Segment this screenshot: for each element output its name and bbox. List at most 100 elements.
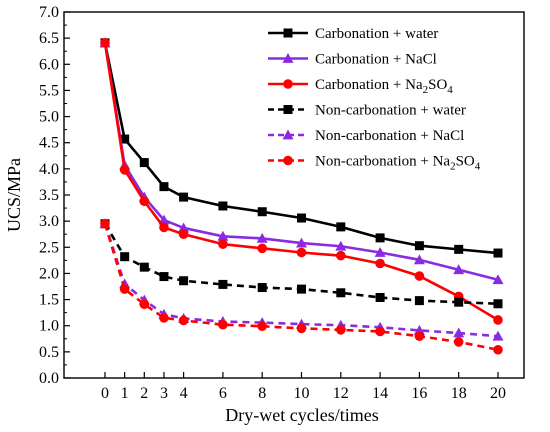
legend-entry-2: Carbonation + NaCl	[268, 52, 437, 68]
data-point	[139, 262, 149, 272]
data-point	[159, 222, 169, 233]
y-tick-label: 0.0	[39, 370, 59, 387]
data-point	[100, 218, 110, 229]
legend-label-text: Non-carbonation + Na	[315, 154, 450, 170]
data-point	[139, 158, 149, 168]
data-point	[179, 276, 189, 286]
x-tick-label: 18	[451, 385, 467, 402]
series-4	[100, 219, 503, 309]
legend-label-subscript: 2	[450, 161, 456, 173]
x-tick-label: 6	[219, 385, 227, 402]
data-point	[493, 315, 503, 325]
y-tick-label: 0.5	[39, 344, 59, 361]
data-point	[218, 279, 228, 289]
data-point	[120, 252, 130, 262]
legend-entry-4: Non-carbonation + water	[268, 103, 466, 119]
legend-entry-1: Carbonation + water	[268, 26, 438, 42]
data-point	[453, 337, 464, 347]
legend-label-text: Non-carbonation + NaCl	[315, 128, 464, 144]
data-point	[375, 233, 385, 243]
data-point	[159, 182, 169, 192]
data-point	[296, 247, 307, 258]
legend-entry-6: Non-carbonation + Na2SO4	[268, 154, 481, 173]
data-point	[256, 232, 268, 243]
data-point	[296, 323, 307, 334]
data-point	[414, 271, 425, 281]
x-tick-label: 14	[372, 385, 388, 402]
data-point	[492, 274, 504, 285]
legend-label: Carbonation + NaCl	[315, 52, 437, 68]
data-point	[335, 240, 347, 251]
y-tick-label: 5.5	[39, 82, 59, 99]
data-point	[493, 299, 503, 309]
legend-label-tail: SO	[456, 154, 475, 170]
legend-entry-5: Non-carbonation + NaCl	[268, 128, 464, 144]
x-tick-label: 0	[101, 385, 109, 402]
y-tick-label: 5.0	[39, 109, 59, 126]
data-point	[414, 331, 425, 341]
data-point	[179, 192, 189, 202]
data-point	[336, 222, 346, 232]
y-tick-label: 2.5	[39, 239, 59, 256]
data-point	[493, 248, 503, 258]
y-tick-label: 3.0	[39, 213, 59, 230]
legend-marker	[282, 129, 294, 140]
y-tick-label: 2.0	[39, 265, 59, 282]
data-point	[296, 237, 307, 248]
data-point	[374, 247, 386, 257]
legend-label: Non-carbonation + NaCl	[315, 128, 464, 144]
x-tick-label: 3	[160, 385, 168, 402]
y-tick-label: 6.0	[39, 56, 59, 73]
y-tick-label: 7.0	[39, 4, 59, 21]
series-group	[99, 37, 504, 355]
data-point	[375, 326, 385, 337]
data-point	[119, 165, 130, 175]
legend-label-subscript: 4	[447, 84, 453, 96]
legend-label-tail: SO	[428, 77, 447, 93]
data-point	[414, 296, 424, 306]
x-axis-title: Dry-wet cycles/times	[225, 405, 378, 425]
data-point	[159, 313, 169, 323]
legend-marker	[283, 105, 293, 114]
legend-label-text: Carbonation + Na	[315, 77, 423, 93]
legend-label-subscript: 2	[423, 84, 429, 96]
x-tick-label: 10	[294, 385, 310, 402]
x-tick-label: 12	[333, 385, 349, 402]
data-point	[257, 283, 267, 293]
y-tick-label: 1.5	[39, 292, 59, 309]
data-point	[414, 241, 424, 251]
data-point	[139, 196, 150, 207]
data-point	[120, 134, 130, 144]
legend-label: Non-carbonation + Na2SO4	[315, 154, 481, 173]
y-tick-label: 6.5	[39, 30, 59, 47]
data-point	[257, 207, 267, 217]
data-point	[257, 243, 268, 254]
data-point	[336, 325, 346, 335]
x-tick-label: 8	[258, 385, 266, 402]
legend-marker	[283, 28, 293, 38]
legend-label-subscript: 4	[475, 161, 481, 173]
y-tick-label: 1.0	[39, 318, 59, 335]
y-axis-title: UCS/MPa	[4, 158, 24, 232]
x-axis: 0 1 2 3 4 6 8 10 12 14 16 18 20	[101, 372, 506, 402]
legend-label-text: Carbonation + water	[315, 26, 438, 42]
data-point	[454, 244, 464, 254]
data-point	[178, 229, 189, 240]
data-point	[218, 239, 228, 249]
data-point	[336, 288, 346, 298]
data-point	[453, 264, 465, 275]
legend-label: Carbonation + Na2SO4	[315, 77, 453, 96]
data-point	[453, 327, 465, 338]
data-point	[217, 230, 229, 241]
legend-label: Non-carbonation + water	[315, 103, 466, 119]
data-point	[100, 38, 110, 48]
legend-marker	[282, 53, 294, 63]
data-point	[178, 222, 190, 233]
legend-label: Carbonation + water	[315, 26, 438, 42]
data-point	[375, 292, 385, 302]
y-tick-label: 4.5	[39, 135, 59, 152]
x-tick-label: 4	[180, 385, 188, 402]
x-tick-label: 16	[411, 385, 427, 402]
data-point	[139, 299, 150, 310]
